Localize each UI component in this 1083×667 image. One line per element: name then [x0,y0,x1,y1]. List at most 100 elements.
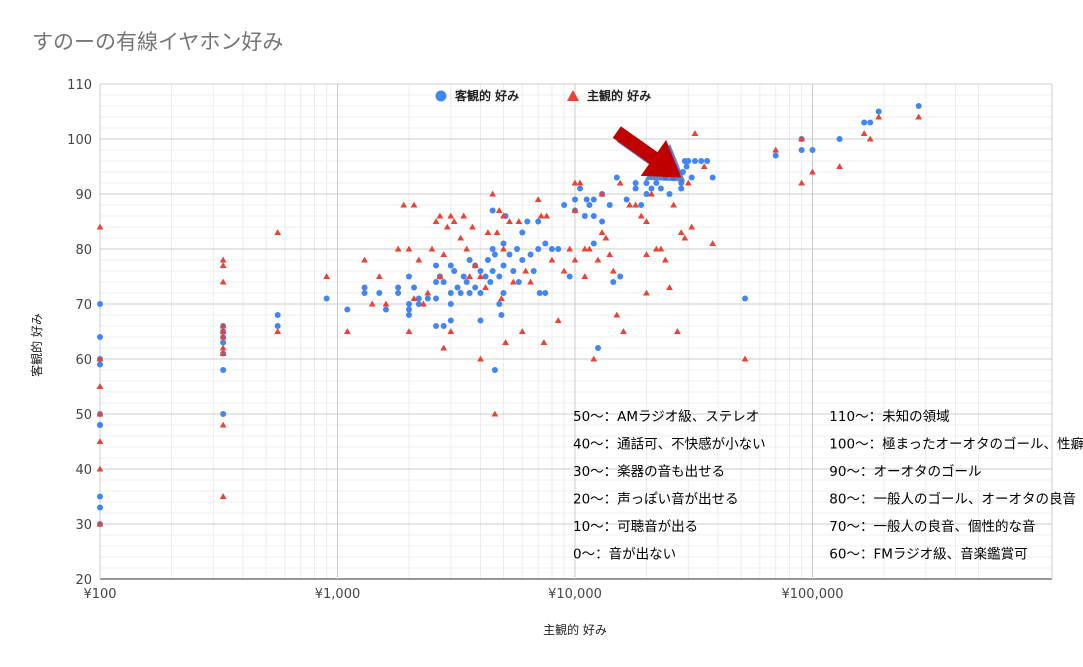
point-objective [555,246,562,252]
annotation-text: 20～：声っぽい音が出せる [573,491,739,508]
arrow-icon [612,126,682,178]
point-subjective [643,251,650,258]
point-objective [97,493,103,500]
point-objective [415,295,422,302]
point-objective [487,279,494,285]
point-objective [519,229,526,236]
point-objective [274,323,281,329]
point-subjective [798,135,806,142]
annotation-text: 100～：極まったオーオタのゴール、性癖 [829,436,1083,453]
point-subjective [632,201,640,208]
point-objective [491,367,498,373]
legend-marker-triangle [567,90,579,101]
y-tick-label: 30 [75,518,92,533]
point-subjective [666,284,673,291]
point-objective [566,273,573,280]
point-objective [496,301,503,307]
point-subjective [836,163,843,170]
point-subjective [219,256,227,263]
point-subjective [594,256,602,263]
point-subjective [637,212,645,219]
point-subjective [420,300,427,307]
point-subjective [447,328,455,335]
point-subjective [428,245,436,252]
point-subjective [590,355,598,362]
point-subjective [394,245,402,252]
point-objective [632,185,639,192]
point-objective [447,262,454,269]
point-objective [220,367,227,373]
point-objective [586,202,593,208]
point-subjective [460,212,468,219]
annotation-text: 10～：可聴音が出る [573,518,698,535]
y-tick-label: 90 [75,188,92,203]
point-subjective [602,234,610,241]
point-subjective [382,300,390,307]
point-objective [97,361,103,368]
annotations: 50～：AMラジオ級、ステレオ 40～：通話可、不快感が小ない 30～：楽器の音も出… [573,408,1083,563]
y-tick-label: 50 [75,408,92,423]
point-objective [97,334,103,340]
point-objective [610,279,617,285]
point-subjective [450,218,458,225]
point-subjective [219,322,227,329]
y-axis-title: 客観的 好み [29,313,44,377]
point-subjective [506,218,513,225]
point-subjective [493,229,501,236]
point-subjective [440,344,448,351]
point-subjective [96,223,104,230]
point-subjective [219,421,227,428]
point-subjective [436,212,444,219]
point-subjective [598,229,606,236]
point-objective [666,191,673,197]
point-objective [477,317,484,324]
point-objective [489,207,496,214]
point-objective [510,268,517,274]
legend: 客観的 好み 主観的 好み [435,88,651,103]
point-objective [472,284,479,291]
point-objective [405,306,412,313]
point-objective [515,279,522,285]
point-objective [447,301,454,307]
point-subjective [571,207,579,214]
point-objective [97,422,103,428]
x-tick-label: ¥100,000 [781,587,843,602]
annotation-text: 80～：一般人のゴール、オーオタの良音 [829,491,1076,508]
point-objective [376,290,383,296]
point-subjective [96,383,104,390]
annotation-text: 60～：FMラジオ級、音楽鑑賞可 [829,546,1027,563]
point-subjective [657,245,665,252]
point-objective [506,251,513,258]
point-objective [424,295,431,302]
point-subjective [613,311,621,318]
point-objective [653,180,660,186]
point-objective [382,306,389,313]
point-objective [405,312,412,318]
point-objective [514,246,521,252]
x-axis-title: 主観的 好み [543,622,607,637]
point-subjective [219,328,227,335]
point-subjective [652,245,660,252]
y-tick-label: 70 [75,298,92,313]
point-subjective [457,234,465,241]
arrow-annotation [612,126,686,182]
point-subjective [661,256,669,263]
annotation-text: 50～：AMラジオ級、ステレオ [573,409,759,425]
point-subjective [537,212,545,219]
point-objective [463,279,470,285]
point-subjective [96,355,104,362]
point-subjective [96,438,104,445]
y-tick-label: 20 [75,573,92,588]
legend-label: 主観的 好み [587,88,651,103]
point-subjective [477,355,484,362]
point-subjective [219,493,227,500]
annotation-text: 30～：楽器の音も出せる [573,463,725,480]
point-subjective [581,245,589,252]
point-subjective [681,234,689,241]
point-objective [709,174,716,181]
point-subjective [586,245,593,252]
point-subjective [518,328,526,335]
annotation-text: 70～：一般人の良音、個性的な音 [829,518,1035,535]
point-subjective [219,344,227,351]
